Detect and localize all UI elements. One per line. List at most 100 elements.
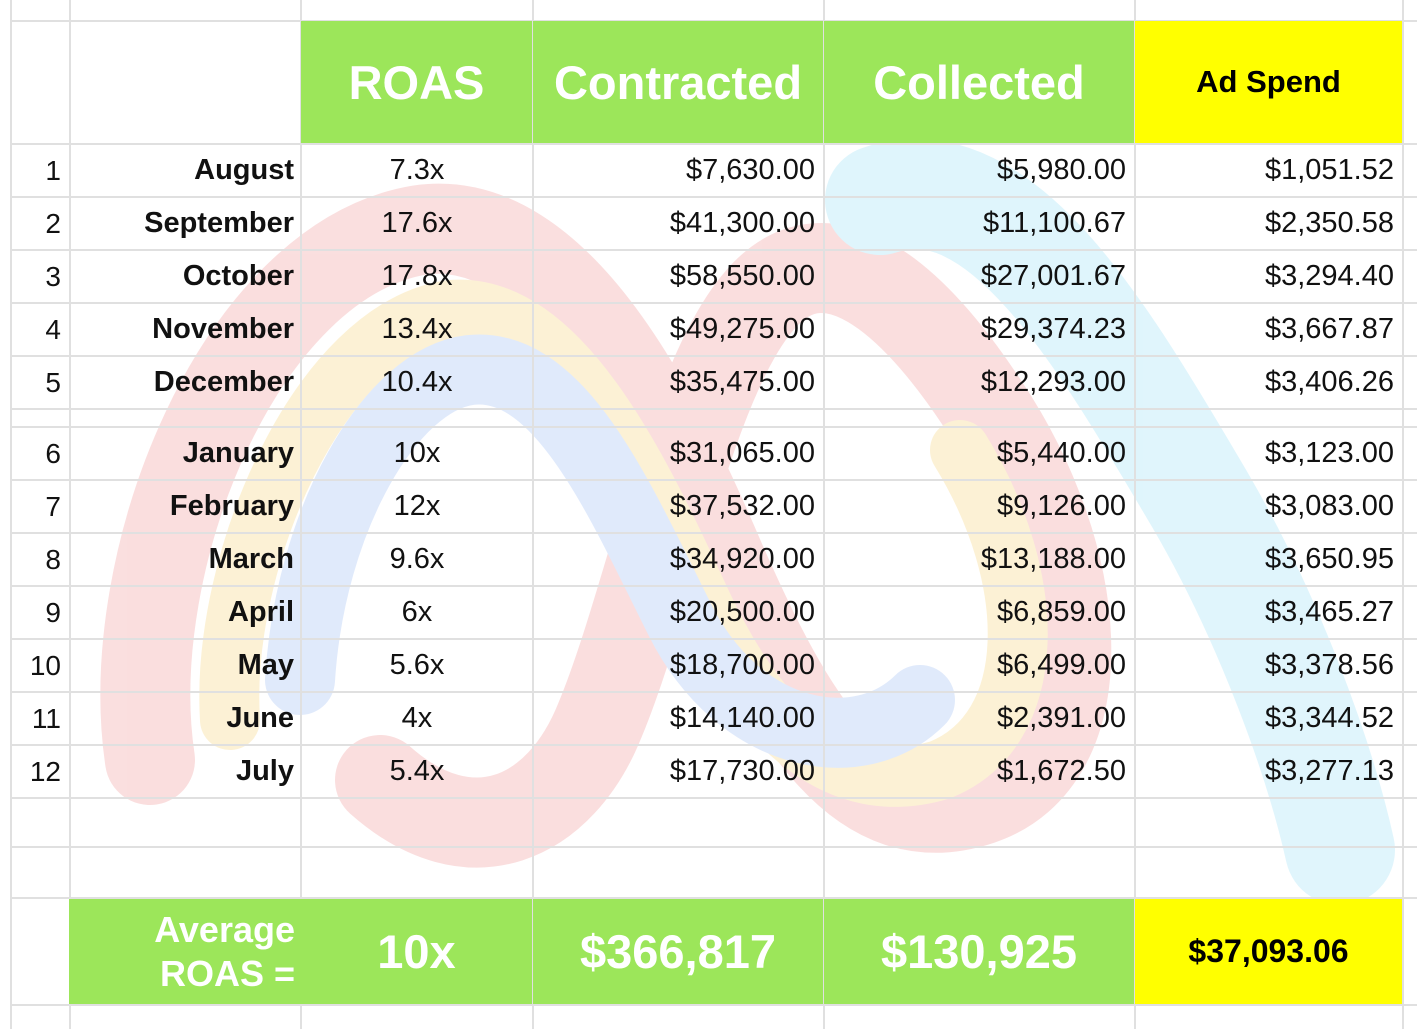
month-cell[interactable]: July xyxy=(235,755,294,787)
row-number[interactable]: 9 xyxy=(45,596,61,628)
contracted-cell[interactable]: $17,730.00 xyxy=(669,755,815,787)
ad-spend-cell[interactable]: $3,123.00 xyxy=(1264,437,1394,469)
collected-cell[interactable]: $1,672.50 xyxy=(996,755,1126,787)
collected-cell[interactable]: $27,001.67 xyxy=(980,260,1126,292)
row-number[interactable]: 5 xyxy=(45,366,61,398)
collected-cell[interactable]: $2,391.00 xyxy=(996,702,1126,734)
roas-cell[interactable]: 17.8x xyxy=(381,260,453,292)
grid-line xyxy=(12,691,1417,693)
header-contracted[interactable]: Contracted xyxy=(533,21,823,143)
grid-line xyxy=(12,1004,1417,1006)
row-number[interactable]: 3 xyxy=(45,260,61,292)
total-ad-spend-value[interactable]: $37,093.06 xyxy=(1135,899,1402,1004)
roas-cell[interactable]: 12x xyxy=(393,490,441,522)
row-number[interactable]: 7 xyxy=(45,490,61,522)
collected-cell[interactable]: $9,126.00 xyxy=(996,490,1126,522)
row-number[interactable]: 1 xyxy=(45,154,61,186)
grid-line xyxy=(12,408,1417,410)
collected-cell[interactable]: $6,499.00 xyxy=(996,649,1126,681)
collected-cell[interactable]: $11,100.67 xyxy=(983,207,1126,239)
roas-cell[interactable]: 17.6x xyxy=(381,207,453,239)
ad-spend-cell[interactable]: $3,378.56 xyxy=(1264,649,1394,681)
header-collected[interactable]: Collected xyxy=(824,21,1134,143)
header-ad-spend[interactable]: Ad Spend xyxy=(1135,21,1402,143)
roas-cell[interactable]: 13.4x xyxy=(381,313,453,345)
roas-cell[interactable]: 5.6x xyxy=(389,649,445,681)
row-number[interactable]: 2 xyxy=(45,207,61,239)
row-number[interactable]: 6 xyxy=(45,437,61,469)
contracted-cell[interactable]: $20,500.00 xyxy=(669,596,815,628)
collected-cell[interactable]: $13,188.00 xyxy=(980,543,1126,575)
month-cell[interactable]: June xyxy=(226,702,294,734)
collected-cell[interactable]: $6,859.00 xyxy=(996,596,1126,628)
ad-spend-cell[interactable]: $3,650.95 xyxy=(1264,543,1394,575)
contracted-cell[interactable]: $34,920.00 xyxy=(669,543,815,575)
roas-cell[interactable]: 7.3x xyxy=(389,154,445,186)
row-number[interactable]: 10 xyxy=(29,649,61,681)
grid-line xyxy=(1402,0,1404,1029)
roas-cell[interactable]: 6x xyxy=(401,596,433,628)
contracted-cell[interactable]: $14,140.00 xyxy=(669,702,815,734)
header-roas[interactable]: ROAS xyxy=(301,21,532,143)
ad-spend-cell[interactable]: $1,051.52 xyxy=(1264,154,1394,186)
grid-line xyxy=(1134,0,1136,1029)
month-cell[interactable]: April xyxy=(227,596,294,628)
grid-line xyxy=(12,196,1417,198)
roas-cell[interactable]: 10.4x xyxy=(381,366,453,398)
average-roas-value[interactable]: 10x xyxy=(301,899,532,1004)
grid-line xyxy=(12,638,1417,640)
total-contracted-value[interactable]: $366,817 xyxy=(533,899,823,1004)
ad-spend-cell[interactable]: $3,667.87 xyxy=(1264,313,1394,345)
ad-spend-cell[interactable]: $3,465.27 xyxy=(1264,596,1394,628)
ad-spend-cell[interactable]: $3,294.40 xyxy=(1264,260,1394,292)
row-number[interactable]: 12 xyxy=(29,755,61,787)
ad-spend-cell[interactable]: $3,083.00 xyxy=(1264,490,1394,522)
grid-line xyxy=(12,744,1417,746)
month-cell[interactable]: January xyxy=(182,437,294,469)
grid-line xyxy=(12,897,1417,899)
contracted-cell[interactable]: $7,630.00 xyxy=(685,154,815,186)
contracted-cell[interactable]: $58,550.00 xyxy=(669,260,815,292)
ad-spend-cell[interactable]: $2,350.58 xyxy=(1264,207,1394,239)
contracted-cell[interactable]: $31,065.00 xyxy=(669,437,815,469)
grid-line xyxy=(12,585,1417,587)
month-cell[interactable]: November xyxy=(152,313,294,345)
grid-line xyxy=(12,355,1417,357)
average-roas-label[interactable]: Average ROAS = xyxy=(69,899,301,1004)
ad-spend-cell[interactable]: $3,277.13 xyxy=(1264,755,1394,787)
grid-line xyxy=(12,532,1417,534)
collected-cell[interactable]: $12,293.00 xyxy=(980,366,1126,398)
roas-cell[interactable]: 5.4x xyxy=(389,755,445,787)
grid-line xyxy=(12,143,1417,145)
month-cell[interactable]: September xyxy=(144,207,294,239)
collected-cell[interactable]: $5,980.00 xyxy=(996,154,1126,186)
roas-cell[interactable]: 10x xyxy=(393,437,441,469)
header-roas-label: ROAS xyxy=(348,55,485,109)
total-collected-value[interactable]: $130,925 xyxy=(824,899,1134,1004)
collected-cell[interactable]: $5,440.00 xyxy=(996,437,1126,469)
month-cell[interactable]: February xyxy=(169,490,294,522)
roas-cell[interactable]: 4x xyxy=(401,702,433,734)
ad-spend-cell[interactable]: $3,406.26 xyxy=(1264,366,1394,398)
contracted-cell[interactable]: $49,275.00 xyxy=(669,313,815,345)
row-number[interactable]: 8 xyxy=(45,543,61,575)
contracted-cell[interactable]: $18,700.00 xyxy=(669,649,815,681)
month-cell[interactable]: December xyxy=(153,366,294,398)
month-cell[interactable]: May xyxy=(237,649,294,681)
contracted-cell[interactable]: $35,475.00 xyxy=(669,366,815,398)
collected-cell[interactable]: $29,374.23 xyxy=(980,313,1126,345)
contracted-cell[interactable]: $37,532.00 xyxy=(669,490,815,522)
row-number[interactable]: 4 xyxy=(45,313,61,345)
row-number[interactable]: 11 xyxy=(31,702,61,734)
grid-line xyxy=(532,0,534,1029)
month-cell[interactable]: August xyxy=(194,154,294,186)
grid-line xyxy=(12,249,1417,251)
contracted-cell[interactable]: $41,300.00 xyxy=(669,207,815,239)
roas-cell[interactable]: 9.6x xyxy=(389,543,445,575)
ad-spend-cell[interactable]: $3,344.52 xyxy=(1264,702,1394,734)
grid-line xyxy=(12,479,1417,481)
month-cell[interactable]: March xyxy=(208,543,294,575)
grid-line xyxy=(69,0,71,1029)
month-cell[interactable]: October xyxy=(182,260,294,292)
average-label-line2: ROAS = xyxy=(159,952,295,994)
